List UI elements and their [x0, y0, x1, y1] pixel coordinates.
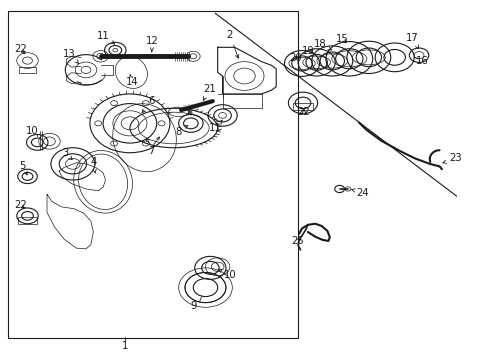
- Text: 6: 6: [142, 96, 155, 113]
- Text: 4: 4: [90, 157, 96, 173]
- Text: 22: 22: [14, 200, 26, 210]
- Text: 10: 10: [218, 269, 236, 280]
- Text: 25: 25: [290, 236, 303, 246]
- Polygon shape: [217, 47, 276, 94]
- Text: 22: 22: [297, 107, 310, 117]
- Bar: [19, 67, 36, 73]
- Text: 16: 16: [415, 56, 428, 66]
- Text: 14: 14: [126, 74, 139, 87]
- Text: 22: 22: [14, 44, 26, 54]
- Text: 13: 13: [62, 49, 79, 64]
- Text: 7: 7: [148, 146, 155, 156]
- Text: 23: 23: [442, 153, 461, 163]
- Text: 19: 19: [301, 46, 314, 56]
- Text: 8: 8: [175, 125, 187, 136]
- Text: 17: 17: [406, 33, 418, 49]
- Text: 12: 12: [145, 36, 158, 52]
- Text: 11: 11: [208, 120, 222, 133]
- Bar: [8, 12, 298, 338]
- Text: 2: 2: [226, 30, 238, 58]
- Text: 20: 20: [289, 53, 302, 63]
- Text: 21: 21: [203, 84, 215, 100]
- Text: 5: 5: [20, 161, 27, 175]
- Text: 24: 24: [350, 188, 368, 198]
- Bar: [18, 217, 37, 225]
- Text: 3: 3: [62, 148, 72, 159]
- Text: 18: 18: [313, 40, 331, 50]
- Text: 15: 15: [335, 34, 347, 44]
- Text: 1: 1: [122, 341, 128, 351]
- Text: 10: 10: [26, 126, 39, 136]
- Text: 11: 11: [97, 31, 115, 44]
- Text: 9: 9: [190, 301, 196, 311]
- Bar: [293, 103, 312, 110]
